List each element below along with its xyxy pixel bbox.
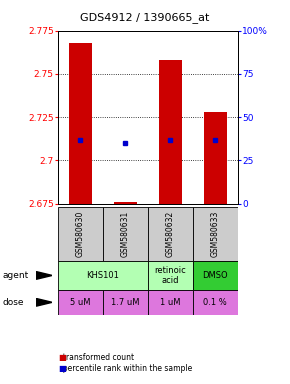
FancyBboxPatch shape <box>103 290 148 315</box>
Text: 0.1 %: 0.1 % <box>204 298 227 307</box>
Text: dose: dose <box>3 298 24 307</box>
FancyBboxPatch shape <box>103 207 148 261</box>
Text: GSM580630: GSM580630 <box>76 211 85 257</box>
Text: ■: ■ <box>58 353 66 362</box>
Text: GSM580631: GSM580631 <box>121 211 130 257</box>
Bar <box>204 112 226 204</box>
Text: DMSO: DMSO <box>202 271 228 280</box>
Bar <box>159 60 182 204</box>
Text: KHS101: KHS101 <box>86 271 119 280</box>
FancyBboxPatch shape <box>193 290 238 315</box>
Text: agent: agent <box>3 271 29 280</box>
Bar <box>69 43 92 204</box>
Text: ■: ■ <box>58 364 66 373</box>
Text: retinoic
acid: retinoic acid <box>155 266 186 285</box>
FancyBboxPatch shape <box>148 207 193 261</box>
FancyBboxPatch shape <box>148 290 193 315</box>
Bar <box>114 202 137 204</box>
Polygon shape <box>36 298 52 306</box>
Polygon shape <box>36 271 52 279</box>
Text: 5 uM: 5 uM <box>70 298 91 307</box>
Text: GSM580633: GSM580633 <box>211 211 220 257</box>
Text: GSM580632: GSM580632 <box>166 211 175 257</box>
Text: GDS4912 / 1390665_at: GDS4912 / 1390665_at <box>80 12 210 23</box>
FancyBboxPatch shape <box>58 207 103 261</box>
FancyBboxPatch shape <box>193 261 238 290</box>
FancyBboxPatch shape <box>148 261 193 290</box>
FancyBboxPatch shape <box>58 261 148 290</box>
FancyBboxPatch shape <box>193 207 238 261</box>
Text: 1.7 uM: 1.7 uM <box>111 298 140 307</box>
Text: transformed count: transformed count <box>58 353 134 362</box>
FancyBboxPatch shape <box>58 290 103 315</box>
Text: 1 uM: 1 uM <box>160 298 181 307</box>
Text: percentile rank within the sample: percentile rank within the sample <box>58 364 192 373</box>
